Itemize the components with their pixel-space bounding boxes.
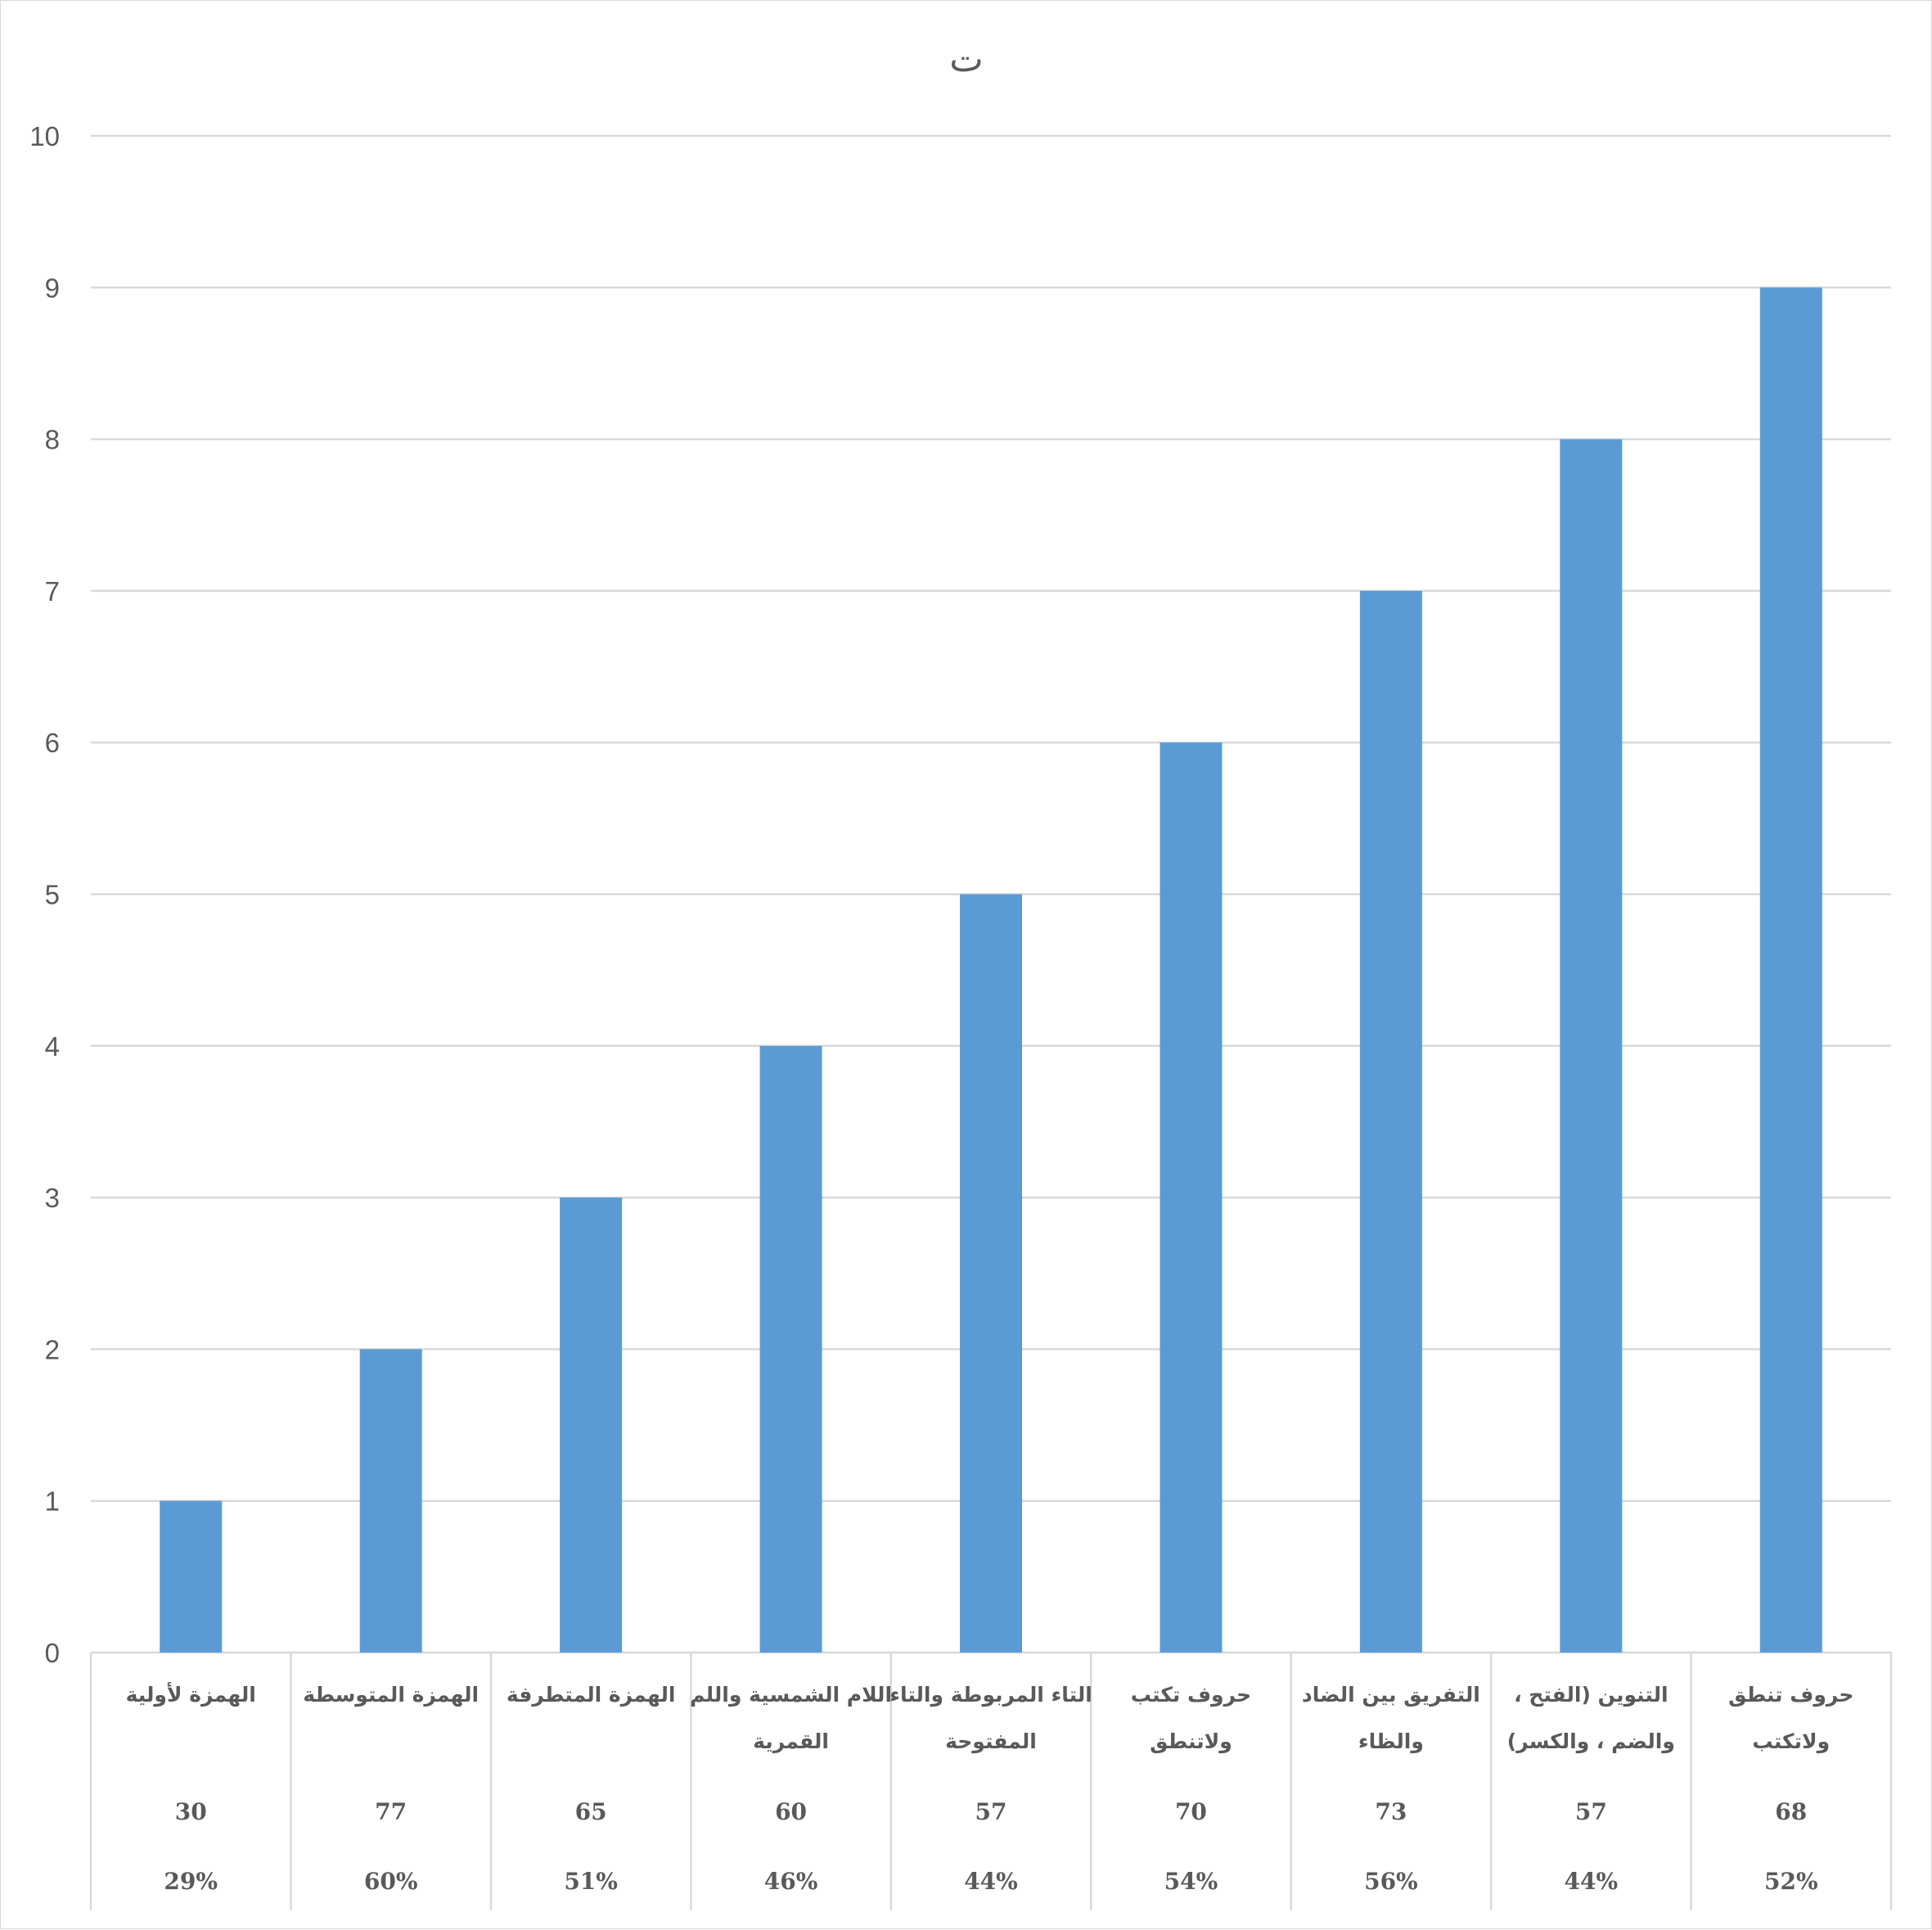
category-label: التاء المربوطة والتاء: [889, 1683, 1092, 1707]
category-label: المفتوحة: [945, 1729, 1037, 1754]
y-tick-label: 9: [45, 273, 60, 303]
count-value: 70: [1175, 1798, 1207, 1825]
bar: [960, 894, 1022, 1653]
category-label: التفريق بين الضاد: [1302, 1683, 1480, 1707]
category-label: حروف تكتب: [1131, 1683, 1251, 1707]
category-label: والظاء: [1358, 1729, 1424, 1754]
y-tick-label: 4: [45, 1031, 60, 1062]
percent-value: 29%: [164, 1868, 218, 1895]
percent-value: 60%: [364, 1868, 418, 1895]
y-tick-label: 7: [45, 576, 60, 607]
category-label: التنوين (الفتح ،: [1514, 1683, 1668, 1707]
category-label: الهمزة لأولية: [126, 1682, 256, 1707]
bar: [1560, 439, 1623, 1653]
bar: [759, 1045, 822, 1653]
y-axis: 0 1 2 3 4 5 6 7 8 9 10: [29, 121, 60, 1668]
bar: [1759, 287, 1822, 1653]
bar: [1359, 590, 1422, 1653]
category-label: الهمزة المتوسطة: [303, 1683, 479, 1707]
count-value: 30: [175, 1798, 207, 1825]
y-tick-label: 6: [45, 728, 60, 758]
bar: [359, 1349, 422, 1653]
y-tick-label: 8: [45, 425, 60, 455]
y-tick-label: 5: [45, 880, 60, 910]
y-tick-label: 1: [45, 1486, 60, 1517]
count-value: 60: [775, 1798, 807, 1825]
percent-value: 44%: [1565, 1868, 1619, 1895]
percent-value: 56%: [1364, 1868, 1418, 1895]
y-tick-label: 0: [45, 1638, 60, 1668]
y-tick-label: 2: [45, 1334, 60, 1364]
percent-value: 51%: [564, 1868, 618, 1895]
category-label: والضم ، والكسر): [1507, 1729, 1675, 1754]
bar: [560, 1197, 623, 1653]
category-label: ولاتنطق: [1150, 1729, 1232, 1754]
bar: [1160, 742, 1223, 1653]
chart-title: ت: [949, 38, 983, 80]
percent-value: 44%: [964, 1868, 1018, 1895]
bars: [160, 287, 1822, 1653]
count-value: 57: [1575, 1798, 1607, 1825]
category-label: اللام الشمسية واللم: [690, 1683, 892, 1707]
y-tick-label: 10: [29, 121, 60, 151]
y-tick-label: 3: [45, 1183, 60, 1213]
percent-value: 54%: [1164, 1868, 1218, 1895]
category-table: الهمزة لأولية الهمزة المتوسطة الهمزة المتط…: [89, 1653, 1893, 1910]
percent-value: 46%: [764, 1868, 818, 1895]
count-value: 68: [1775, 1798, 1807, 1825]
category-label: الهمزة المتطرفة: [507, 1683, 676, 1707]
category-label: حروف تنطق: [1728, 1683, 1853, 1707]
category-label: القمرية: [753, 1729, 829, 1754]
count-value: 77: [375, 1798, 407, 1825]
category-label: ولاتكتب: [1752, 1729, 1830, 1754]
count-value: 57: [975, 1798, 1007, 1825]
count-value: 65: [575, 1798, 607, 1825]
bar: [160, 1500, 223, 1653]
count-value: 73: [1375, 1798, 1407, 1825]
percent-value: 52%: [1764, 1868, 1818, 1895]
